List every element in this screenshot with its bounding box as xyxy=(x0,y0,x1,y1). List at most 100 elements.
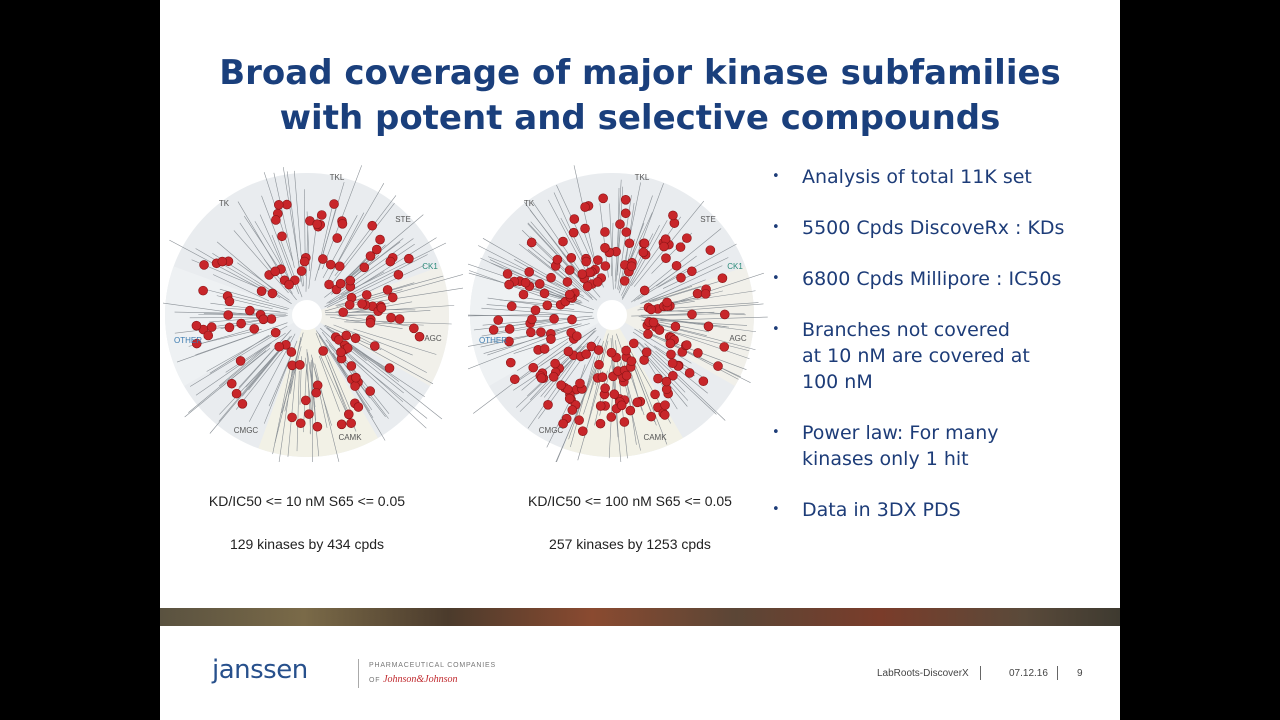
hit-dot xyxy=(574,415,584,426)
hit-dot xyxy=(393,269,404,280)
hit-dot xyxy=(504,279,514,290)
hit-dot xyxy=(626,261,637,272)
tree-branch xyxy=(473,341,569,414)
hit-dot xyxy=(332,233,343,243)
hit-dot xyxy=(258,314,269,325)
kinome-tree: TK TKL STE CK1 AGC CAMK CMGC OTHER xyxy=(163,165,463,462)
family-label: STE xyxy=(700,215,716,224)
hit-dot xyxy=(632,397,643,408)
tree-branch xyxy=(287,363,297,457)
hit-dot xyxy=(558,236,568,247)
tree-branch xyxy=(209,334,270,374)
hit-dot xyxy=(556,380,566,390)
tree-branch xyxy=(661,303,764,313)
hit-dot xyxy=(224,322,235,333)
hit-dot xyxy=(671,260,682,271)
hit-dot xyxy=(563,346,574,357)
tree-branch xyxy=(482,238,584,297)
tree-branch xyxy=(556,360,599,462)
tree-branch xyxy=(277,233,303,298)
hit-dot xyxy=(524,267,535,277)
bullet-line: 5500 Cpds DiscoveRx : KDs xyxy=(802,217,1065,239)
tree-branch xyxy=(200,327,257,345)
company-of: OF xyxy=(369,677,381,684)
hit-dot xyxy=(705,245,716,255)
bullet-line: Data in 3DX PDS xyxy=(802,499,961,521)
hit-dot xyxy=(199,260,209,270)
tree-branch xyxy=(334,195,397,277)
hit-dot xyxy=(502,269,513,279)
hit-dot xyxy=(719,309,730,320)
hit-dot xyxy=(625,405,636,416)
hit-dot xyxy=(300,395,311,406)
tree-branch xyxy=(468,272,568,302)
hit-dot xyxy=(361,290,372,300)
tree-branch xyxy=(518,243,568,283)
hit-dot xyxy=(687,309,697,320)
hit-dot xyxy=(659,410,670,420)
tree-branch xyxy=(665,310,746,316)
hit-dot xyxy=(558,418,568,429)
hit-dot xyxy=(312,421,323,432)
hit-dot xyxy=(684,368,695,378)
hit-dot xyxy=(575,378,585,389)
hit-dot xyxy=(335,278,346,289)
tree-branch xyxy=(343,305,455,314)
hit-dot xyxy=(371,244,382,255)
hit-dot xyxy=(580,202,590,212)
tree-branch xyxy=(660,316,768,321)
tree-branch xyxy=(493,320,558,334)
hit-dot xyxy=(564,393,575,404)
hit-dot xyxy=(546,272,556,283)
hit-dot xyxy=(509,374,520,385)
hit-dot xyxy=(581,349,591,359)
hit-dot xyxy=(223,310,234,320)
tree-branch xyxy=(174,321,269,334)
company-tagline: PHARMACEUTICAL COMPANIES OF Johnson&John… xyxy=(358,659,496,688)
hit-dot xyxy=(385,256,396,267)
hit-dot xyxy=(206,322,217,332)
tree-branch xyxy=(238,331,290,388)
hit-dot xyxy=(666,349,676,360)
hit-dot xyxy=(295,418,306,429)
hit-dot xyxy=(274,341,285,352)
hit-dot xyxy=(548,372,559,382)
hit-dot xyxy=(337,218,348,229)
hit-dot xyxy=(542,300,553,311)
hit-dot xyxy=(568,227,579,238)
family-label: STE xyxy=(395,215,411,224)
hit-dot xyxy=(621,370,632,381)
hit-dot xyxy=(698,376,709,387)
tree-branch xyxy=(306,349,311,435)
family-label: CMGC xyxy=(539,426,564,435)
hit-dot xyxy=(329,199,339,209)
tree-branch xyxy=(343,334,434,385)
hit-dot xyxy=(703,321,714,332)
hit-dot xyxy=(256,286,267,297)
hit-dot xyxy=(659,241,669,252)
hit-dot xyxy=(567,314,577,325)
tree-branch xyxy=(309,362,313,434)
hit-dot xyxy=(668,210,678,221)
hit-dot xyxy=(621,345,631,356)
tree-center xyxy=(292,300,322,330)
hit-dot xyxy=(295,360,305,370)
hit-dot xyxy=(359,262,370,273)
bullet: Analysis of total 11K set xyxy=(768,164,1108,190)
hit-dot xyxy=(344,299,355,310)
tree-branch xyxy=(570,356,596,448)
tree-branch xyxy=(216,241,279,295)
panel-summary: 257 kinases by 1253 cpds xyxy=(549,536,711,552)
panel-criteria: KD/IC50 <= 10 nM S65 <= 0.05 xyxy=(208,493,406,509)
tree-sector xyxy=(307,266,449,386)
tree-branch xyxy=(355,274,463,305)
hit-dot xyxy=(237,399,248,409)
hit-dot xyxy=(217,256,228,267)
kinome-tree: TK TKL STE CK1 AGC CAMK CMGC OTHER xyxy=(468,165,768,462)
hit-dot xyxy=(566,253,577,263)
hit-dot xyxy=(226,378,237,389)
tree-branch xyxy=(360,287,463,305)
hit-dot xyxy=(676,272,686,283)
hit-dot xyxy=(345,275,356,286)
